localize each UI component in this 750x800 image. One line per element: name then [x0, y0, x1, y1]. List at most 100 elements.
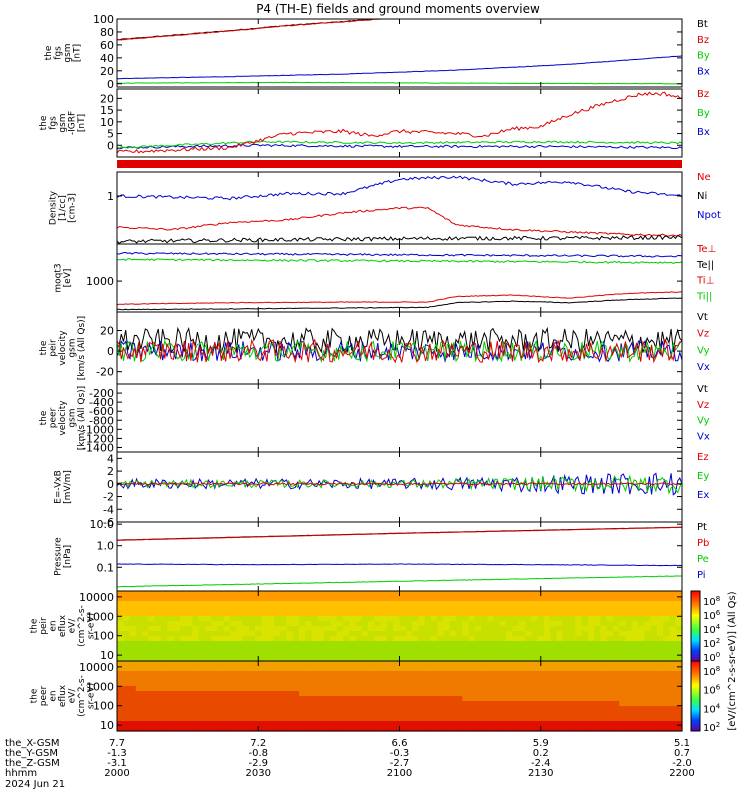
spectrogram-cell — [336, 686, 344, 692]
spectrogram-cell — [543, 711, 551, 717]
spectrogram-cell — [600, 606, 608, 612]
spectrogram-cell — [449, 686, 457, 692]
y-tick-label: 60 — [100, 39, 114, 52]
spectrogram-cell — [594, 681, 601, 687]
spectrogram-cell — [286, 716, 294, 722]
spectrogram-cell — [575, 646, 583, 652]
spectrogram-cell — [273, 591, 281, 597]
spectrogram-cell — [625, 726, 633, 732]
spectrogram-cell — [273, 606, 281, 612]
spectrogram-cell — [211, 721, 219, 727]
spectrogram-cell — [456, 661, 463, 667]
spectrogram-cell — [393, 716, 401, 722]
spectrogram-cell — [273, 621, 281, 627]
spectrogram-cell — [487, 656, 495, 662]
spectrogram-cell — [280, 676, 288, 682]
spectrogram-cell — [368, 601, 375, 607]
spectrogram-cell — [600, 726, 608, 732]
spectrogram-cell — [675, 671, 683, 677]
spectrogram-cell — [518, 711, 526, 717]
spectrogram-cell — [474, 696, 482, 702]
spectrogram-cell — [600, 666, 608, 672]
spectrogram-cell — [380, 716, 388, 722]
spectrogram-cell — [198, 621, 206, 627]
spectrogram-cell — [562, 721, 570, 727]
spectrogram-cell — [518, 621, 526, 627]
spectrogram-cell — [493, 671, 501, 677]
spectrogram-cell — [525, 631, 532, 637]
spectrogram-cell — [179, 641, 187, 647]
spectrogram-cell — [242, 661, 250, 667]
spectrogram-cell — [299, 651, 306, 657]
spectrogram-cell — [217, 626, 225, 632]
spectrogram-cell — [405, 671, 413, 677]
spectrogram-cell — [173, 696, 181, 702]
spectrogram-cell — [656, 601, 664, 607]
spectrogram-cell — [349, 641, 357, 647]
spectrogram-cell — [594, 641, 601, 647]
spectrogram-cell — [211, 631, 219, 637]
spectrogram-cell — [399, 661, 407, 667]
spectrogram-cell — [380, 706, 388, 712]
spectrogram-cell — [437, 656, 445, 662]
spectrogram-cell — [142, 721, 149, 727]
spectrogram-cell — [474, 641, 482, 647]
spectrogram-cell — [518, 726, 526, 732]
spectrogram-cell — [594, 626, 601, 632]
spectrogram-cell — [355, 601, 363, 607]
spectrogram-cell — [192, 606, 200, 612]
spectrogram-cell — [129, 716, 137, 722]
spectrogram-cell — [242, 676, 250, 682]
spectrogram-cell — [594, 671, 601, 677]
spectrogram-cell — [638, 646, 645, 652]
spectrogram-cell — [418, 606, 426, 612]
spectrogram-cell — [506, 611, 514, 617]
spectrogram-cell — [267, 611, 275, 617]
spectrogram-cell — [123, 646, 131, 652]
spectrogram-cell — [430, 641, 438, 647]
spectrogram-cell — [556, 696, 564, 702]
y-tick-label: 0 — [107, 478, 114, 491]
spectrogram-cell — [462, 716, 470, 722]
spectrogram-cell — [129, 596, 137, 602]
spectrogram-cell — [230, 626, 237, 632]
spectrogram-cell — [330, 671, 338, 677]
spectrogram-cell — [167, 726, 175, 732]
spectrogram-cell — [343, 616, 350, 622]
spectrogram-cell — [512, 681, 520, 687]
spectrogram-cell — [324, 696, 332, 702]
spectrogram-cell — [575, 596, 583, 602]
spectrogram-cell — [223, 686, 231, 692]
spectrogram-cell — [518, 661, 526, 667]
x-row-label: the_Y-GSM — [5, 748, 58, 759]
spectrogram-cell — [230, 596, 237, 602]
spectrogram-cell — [518, 606, 526, 612]
spectrogram-cell — [487, 591, 495, 597]
spectrogram-cell — [117, 651, 124, 657]
spectrogram-cell — [154, 631, 162, 637]
spectrogram-cell — [374, 641, 382, 647]
spectrogram-cell — [186, 601, 193, 607]
spectrogram-cell — [493, 666, 501, 672]
spectrogram-cell — [575, 696, 583, 702]
spectrogram-cell — [550, 671, 558, 677]
spectrogram-cell — [317, 686, 325, 692]
spectrogram-cell — [424, 676, 432, 682]
spectrogram-cell — [211, 611, 219, 617]
spectrogram-cell — [267, 641, 275, 647]
spectrogram-cell — [619, 681, 627, 687]
y-tick-label: 4 — [107, 452, 114, 465]
spectrogram-cell — [211, 626, 219, 632]
spectrogram-cell — [192, 641, 200, 647]
series-Ne — [116, 206, 683, 237]
spectrogram-cell — [280, 656, 288, 662]
spectrogram-cell — [135, 661, 143, 667]
spectrogram-cell — [556, 661, 564, 667]
spectrogram-cell — [368, 681, 375, 687]
spectrogram-cell — [261, 651, 269, 657]
spectrogram-cell — [154, 636, 162, 642]
spectrogram-cell — [594, 611, 601, 617]
spectrogram-cell — [631, 641, 639, 647]
spectrogram-cell — [135, 606, 143, 612]
spectrogram-cell — [223, 646, 231, 652]
